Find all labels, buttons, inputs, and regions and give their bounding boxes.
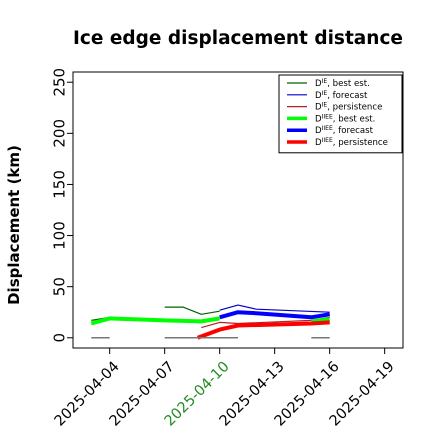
series-line bbox=[90, 316, 221, 326]
y-tick-label: 200 bbox=[50, 119, 68, 148]
series-layer bbox=[90, 304, 331, 340]
y-tick-label: 250 bbox=[50, 68, 68, 97]
y-tick-label: 50 bbox=[50, 277, 68, 296]
y-tick-label: 100 bbox=[50, 221, 68, 250]
series-line bbox=[197, 320, 330, 340]
chart-title: Ice edge displacement distance bbox=[73, 28, 403, 49]
y-axis-label: Displacement (km) bbox=[5, 145, 23, 305]
legend-box bbox=[278, 74, 403, 154]
legend-label: DIE, persistence bbox=[315, 102, 382, 113]
series-line bbox=[219, 310, 331, 320]
series-line bbox=[311, 317, 330, 324]
y-tick-label: 0 bbox=[50, 333, 68, 343]
legend-label: DIIEE, best est. bbox=[315, 113, 375, 124]
plot-frame bbox=[72, 71, 404, 349]
legend-label: DIIEE, forecast bbox=[315, 125, 374, 136]
series-line bbox=[164, 306, 220, 315]
series-line bbox=[219, 304, 330, 313]
legend-label: DIE, forecast bbox=[315, 90, 368, 101]
legend-label: DIIEE, persistence bbox=[315, 137, 388, 148]
y-tick-label: 150 bbox=[50, 170, 68, 199]
legend-label: DIE, best est. bbox=[315, 78, 370, 89]
